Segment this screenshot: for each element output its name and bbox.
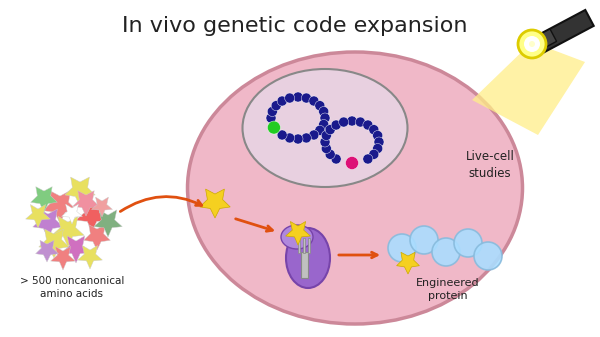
- Circle shape: [319, 120, 329, 129]
- Ellipse shape: [286, 228, 330, 288]
- Circle shape: [363, 154, 373, 164]
- Polygon shape: [65, 177, 95, 206]
- Text: > 500 noncanonical
amino acids: > 500 noncanonical amino acids: [20, 276, 124, 299]
- Circle shape: [284, 133, 295, 143]
- Circle shape: [301, 93, 311, 103]
- Polygon shape: [31, 187, 58, 212]
- Polygon shape: [39, 229, 69, 258]
- Circle shape: [432, 238, 460, 266]
- Circle shape: [331, 154, 341, 164]
- Polygon shape: [539, 29, 557, 47]
- Circle shape: [315, 125, 325, 135]
- Circle shape: [373, 144, 383, 153]
- Polygon shape: [397, 252, 419, 274]
- Circle shape: [374, 137, 384, 147]
- Polygon shape: [308, 238, 310, 253]
- Polygon shape: [33, 209, 63, 238]
- Circle shape: [347, 116, 357, 126]
- Circle shape: [319, 106, 329, 117]
- Ellipse shape: [281, 225, 313, 249]
- Polygon shape: [83, 225, 110, 250]
- Polygon shape: [52, 216, 84, 247]
- Circle shape: [355, 117, 365, 127]
- Polygon shape: [92, 197, 112, 217]
- Circle shape: [331, 120, 341, 130]
- Circle shape: [346, 156, 359, 170]
- Polygon shape: [50, 246, 76, 270]
- Circle shape: [271, 101, 281, 111]
- Circle shape: [322, 144, 331, 153]
- Circle shape: [309, 96, 319, 106]
- Circle shape: [325, 149, 335, 159]
- Polygon shape: [472, 42, 585, 135]
- Circle shape: [373, 130, 383, 141]
- Circle shape: [369, 149, 379, 159]
- Circle shape: [388, 234, 416, 262]
- Circle shape: [518, 30, 546, 58]
- Polygon shape: [62, 236, 90, 263]
- Polygon shape: [43, 190, 77, 223]
- Polygon shape: [77, 245, 103, 269]
- Circle shape: [363, 120, 373, 130]
- Polygon shape: [35, 240, 58, 262]
- Ellipse shape: [242, 69, 407, 187]
- Circle shape: [338, 117, 349, 127]
- Circle shape: [369, 125, 379, 135]
- Circle shape: [266, 113, 276, 123]
- Polygon shape: [301, 252, 308, 278]
- Circle shape: [293, 92, 303, 102]
- Circle shape: [284, 93, 295, 103]
- Circle shape: [474, 242, 502, 270]
- Polygon shape: [200, 189, 230, 218]
- Circle shape: [320, 137, 330, 147]
- Polygon shape: [62, 204, 82, 224]
- Circle shape: [268, 121, 280, 134]
- Circle shape: [315, 101, 325, 111]
- Polygon shape: [76, 201, 108, 232]
- Text: Live-cell
studies: Live-cell studies: [466, 150, 514, 180]
- Polygon shape: [94, 210, 122, 237]
- Circle shape: [309, 130, 319, 140]
- Ellipse shape: [187, 52, 523, 324]
- Circle shape: [277, 130, 287, 140]
- Polygon shape: [286, 221, 310, 245]
- Circle shape: [410, 226, 438, 254]
- Circle shape: [524, 36, 540, 52]
- Circle shape: [325, 125, 335, 135]
- Polygon shape: [532, 10, 594, 54]
- Circle shape: [268, 106, 277, 117]
- Circle shape: [322, 130, 331, 141]
- Polygon shape: [303, 238, 305, 253]
- Circle shape: [454, 229, 482, 257]
- Circle shape: [293, 134, 303, 144]
- Polygon shape: [73, 191, 100, 216]
- Circle shape: [301, 133, 311, 143]
- Circle shape: [529, 41, 535, 47]
- Circle shape: [320, 113, 330, 123]
- Polygon shape: [298, 238, 300, 253]
- Text: Engineered
protein: Engineered protein: [416, 278, 480, 301]
- Circle shape: [277, 96, 287, 106]
- Text: In vivo genetic code expansion: In vivo genetic code expansion: [122, 16, 468, 36]
- Polygon shape: [26, 205, 50, 228]
